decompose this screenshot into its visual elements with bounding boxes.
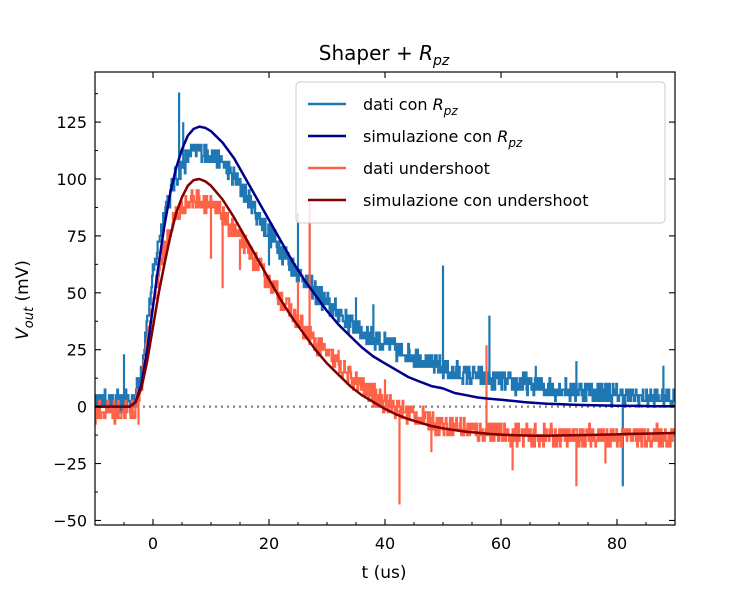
series-line-simulazione-con-rpz [95,125,675,408]
x-tick-label: 80 [607,534,627,553]
y-tick-label: 0 [77,398,87,417]
legend-label: simulazione con Rpz [363,127,523,150]
x-tick-label: 40 [375,534,395,553]
y-tick-label: 25 [67,341,87,360]
legend-label: dati con Rpz [363,95,458,118]
legend-box [295,81,666,224]
y-tick-label: −50 [53,511,87,530]
y-axis-label: Vout (mV) [13,260,37,340]
x-tick-label: 20 [259,534,279,553]
y-tick-label: 100 [56,170,87,189]
x-axis-label: t (us) [362,563,407,583]
chart-title: Shaper + Rpz [319,41,450,69]
x-tick-label: 0 [148,534,158,553]
series-line-simulazione-con-undershoot [95,177,675,438]
y-tick-label: 75 [67,227,87,246]
y-tick-label: 125 [56,113,87,132]
legend-label: simulazione con undershoot [363,191,588,210]
legend: dati con Rpz simulazione con Rpz dati unde… [295,81,666,224]
series-line-dati-undershoot [95,189,675,505]
x-tick-label: 60 [491,534,511,553]
y-tick-label: 50 [67,284,87,303]
y-tick-label: −25 [53,455,87,474]
legend-label: dati undershoot [363,159,490,178]
